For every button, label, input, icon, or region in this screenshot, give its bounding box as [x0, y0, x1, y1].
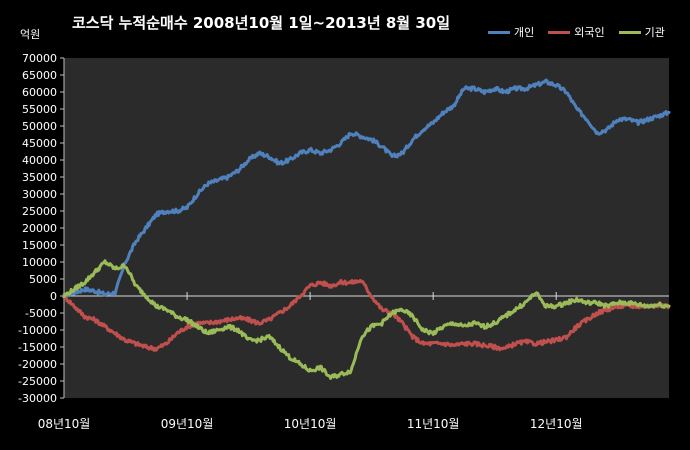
y-tick-label: 15000 [22, 239, 57, 252]
y-tick-label: 55000 [22, 103, 57, 116]
chart-title: 코스닥 누적순매수 2008년10월 1일~2013년 8월 30일 [72, 14, 450, 32]
y-tick-label: 30000 [22, 188, 57, 201]
y-tick-label: 70000 [22, 52, 57, 65]
legend: 개인 외국인 기관 [488, 24, 665, 40]
legend-label-individual: 개인 [514, 26, 535, 39]
y-tick-label: -5000 [25, 307, 57, 320]
legend-label-foreign: 외국인 [574, 26, 605, 39]
legend-label-institution: 기관 [644, 26, 665, 39]
y-tick-label: 50000 [22, 120, 57, 133]
y-tick-label: 0 [50, 290, 57, 303]
x-tick-label: 11년10월 [407, 417, 460, 431]
y-tick-label: 40000 [22, 154, 57, 167]
y-tick-label: 45000 [22, 137, 57, 150]
legend-item-institution: 기관 [618, 24, 665, 40]
legend-item-foreign: 외국인 [548, 24, 605, 40]
y-axis-label: 억원 [20, 28, 41, 41]
x-tick-label: 09년10월 [161, 417, 214, 431]
y-tick-label: -20000 [18, 358, 57, 371]
x-tick-label: 08년10월 [38, 417, 91, 431]
series-line-individual [62, 78, 671, 299]
y-tick-label: 25000 [22, 205, 57, 218]
series-line-institution [62, 259, 671, 380]
y-tick-label: 20000 [22, 222, 57, 235]
y-tick-label: 10000 [22, 256, 57, 269]
plot-area [64, 58, 669, 398]
y-tick-label: 60000 [22, 86, 57, 99]
legend-swatch-institution [618, 30, 641, 34]
y-tick-label: -10000 [18, 324, 57, 337]
series-line-foreign [62, 278, 671, 352]
legend-swatch-foreign [548, 30, 571, 34]
y-tick-label: -30000 [18, 392, 57, 405]
legend-swatch-individual [488, 30, 510, 34]
y-tick-label: 35000 [22, 171, 57, 184]
y-tick-label: -25000 [18, 375, 57, 388]
x-tick-label: 12년10월 [530, 417, 583, 431]
y-tick-label: -15000 [18, 341, 57, 354]
y-tick-label: 5000 [29, 273, 57, 286]
legend-item-individual: 개인 [488, 24, 534, 40]
x-tick-label: 10년10월 [284, 417, 337, 431]
y-tick-label: 65000 [22, 69, 57, 82]
